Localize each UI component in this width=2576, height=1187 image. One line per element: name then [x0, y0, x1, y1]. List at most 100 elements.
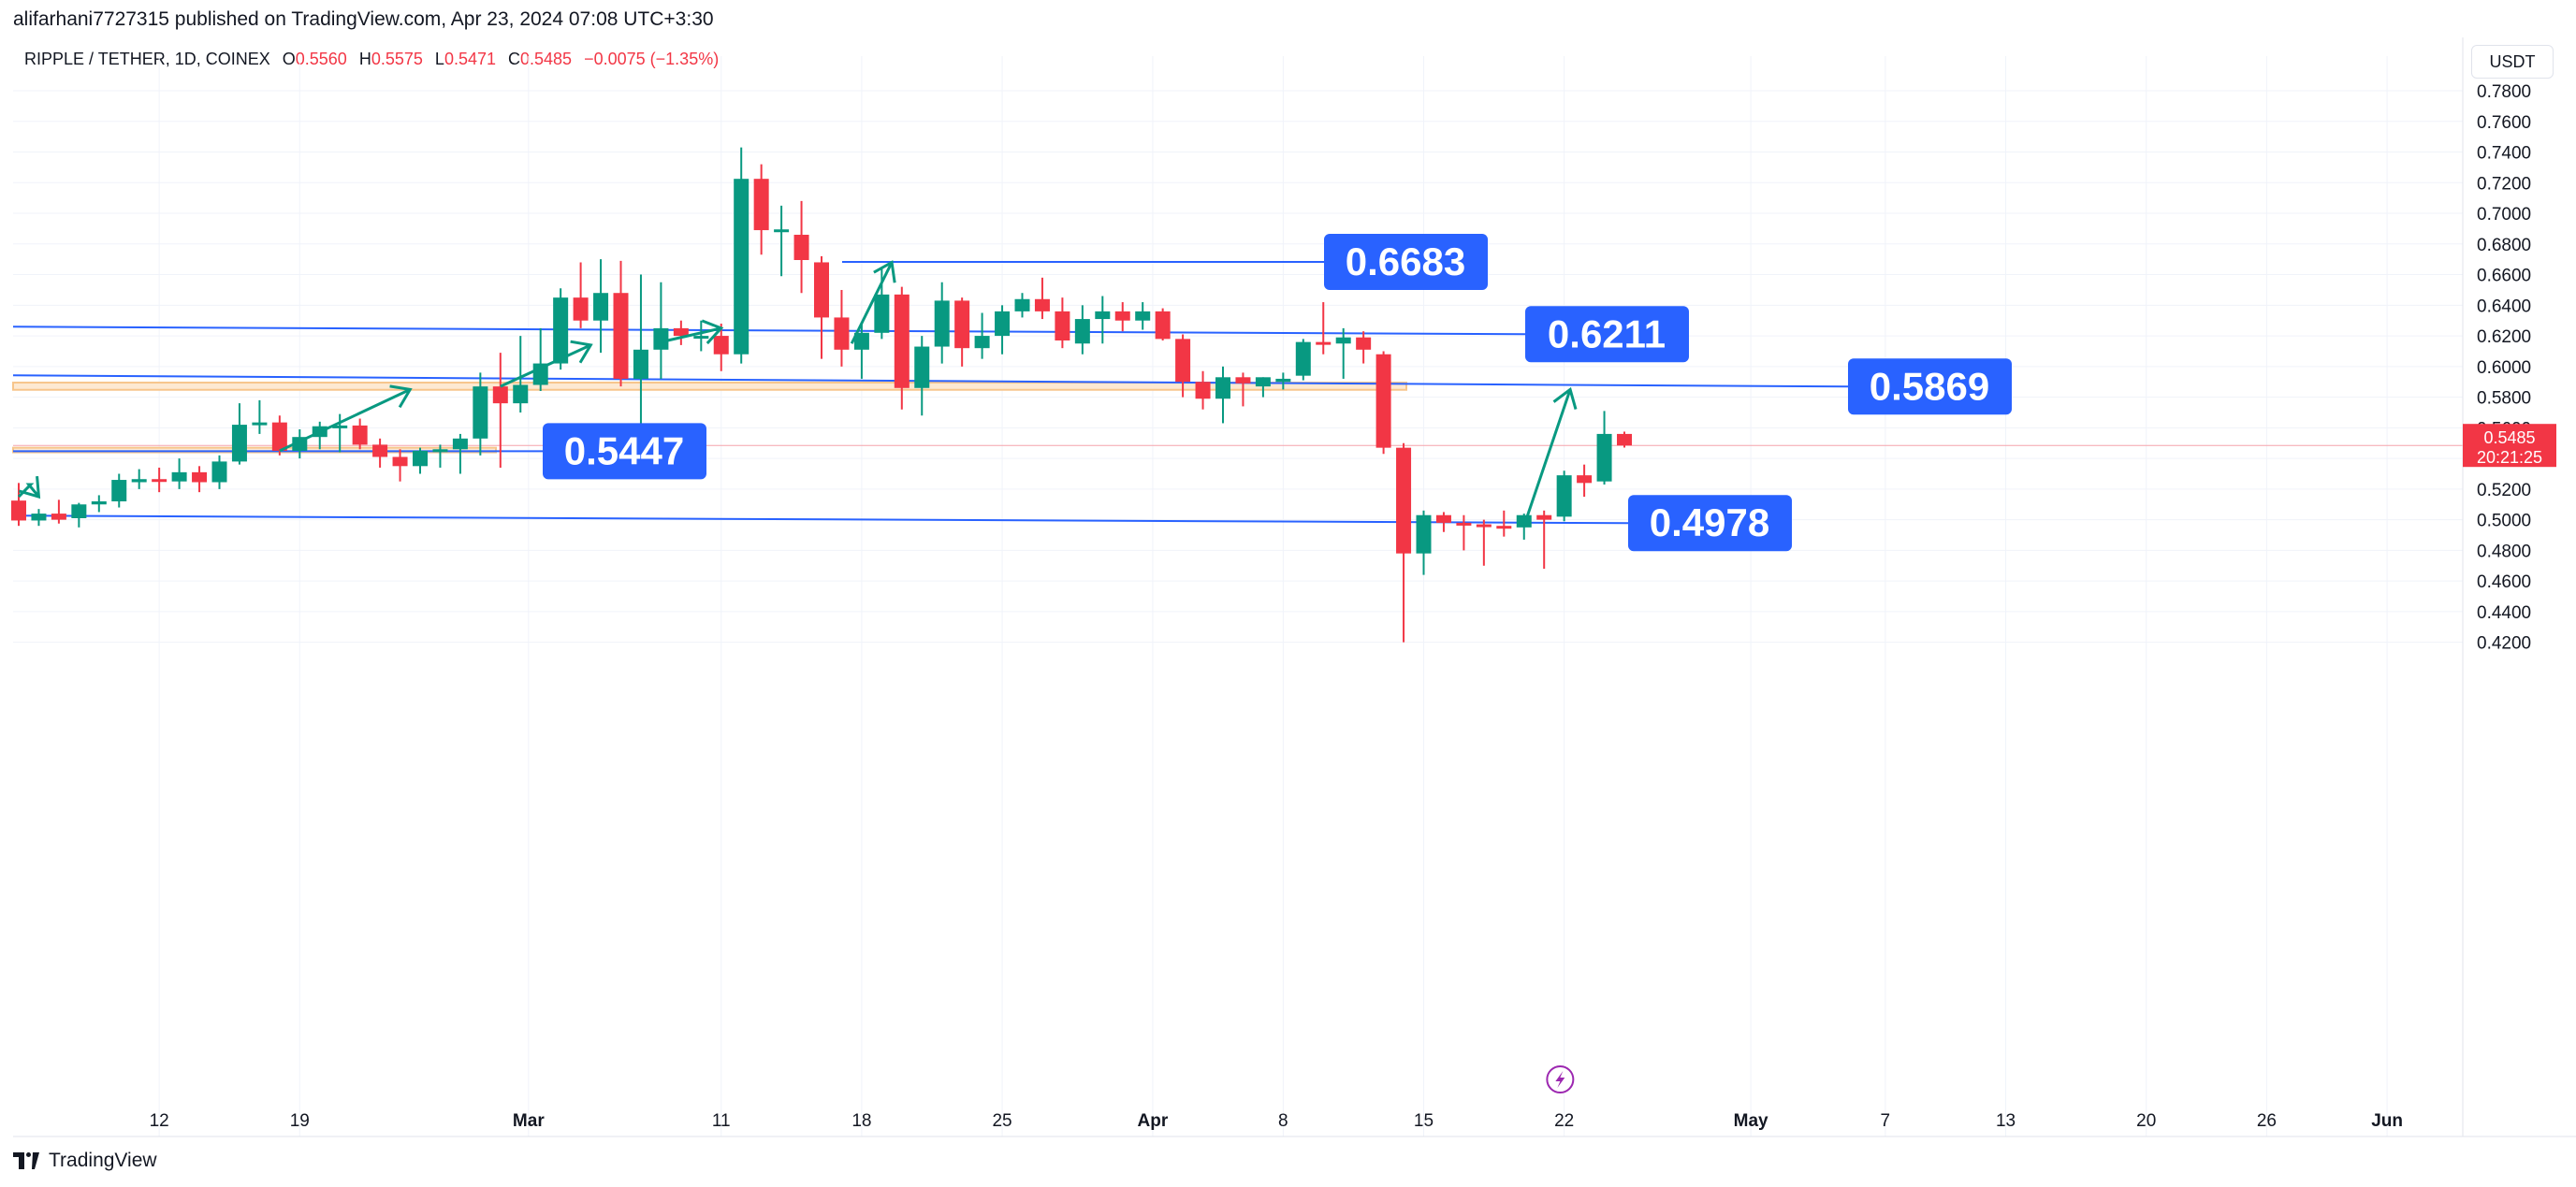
- price-tick-label: 0.4600: [2477, 572, 2531, 592]
- trend-arrow: [850, 261, 894, 344]
- candle-body: [894, 294, 910, 388]
- price-tick-label: 0.7200: [2477, 174, 2531, 194]
- candle-body: [192, 471, 208, 483]
- candle-body: [553, 297, 569, 364]
- trend-arrow: [500, 343, 591, 388]
- candle-body: [152, 479, 167, 483]
- time-tick-label: 15: [1414, 1111, 1434, 1131]
- candle-body: [774, 229, 790, 233]
- candle-body: [1356, 337, 1372, 350]
- candle-body: [1175, 339, 1191, 383]
- candle-body: [1375, 354, 1391, 448]
- candle-body: [492, 386, 508, 404]
- candle-body: [1155, 311, 1171, 340]
- candle-body: [1617, 433, 1632, 446]
- level-label-text: 0.5447: [564, 428, 684, 472]
- candle-body: [613, 293, 629, 379]
- price-tick-label: 0.5800: [2477, 389, 2531, 409]
- candle-body: [1536, 514, 1552, 520]
- level-line: [12, 326, 1526, 336]
- symbol-name[interactable]: RIPPLE / TETHER, 1D, COINEX: [24, 50, 270, 68]
- candle-body: [874, 294, 890, 333]
- candle-body: [954, 300, 970, 349]
- candle-body: [1074, 319, 1090, 344]
- level-label-box: [543, 423, 706, 480]
- time-tick-label: 18: [851, 1111, 871, 1131]
- candle-body: [473, 386, 488, 439]
- currency-button[interactable]: USDT: [2471, 45, 2554, 79]
- price-tick-label: 0.4200: [2477, 634, 2531, 654]
- open-value: 0.5560: [295, 50, 347, 68]
- candle-body: [853, 332, 869, 350]
- level-line: [12, 374, 1849, 388]
- current-price-label: 0.5485: [2483, 428, 2535, 447]
- trend-arrow-head: [389, 384, 413, 409]
- trend-arrow: [1522, 388, 1572, 527]
- price-tick-label: 0.4800: [2477, 542, 2531, 561]
- level-labels: 0.6683 0.6211 0.5869 0.5447 0.4978: [543, 233, 2012, 552]
- change-value: −0.0075 (−1.35%): [584, 50, 720, 68]
- countdown-label: 20:21:25: [2477, 448, 2542, 467]
- trend-arrow: [17, 483, 40, 499]
- low-value: 0.5471: [444, 50, 496, 68]
- level-line: [12, 514, 1629, 525]
- current-price-badge: [2463, 424, 2556, 468]
- candle-body: [252, 422, 268, 426]
- trend-arrow-head: [873, 260, 896, 283]
- low-key: L: [434, 50, 444, 68]
- candle-body: [1014, 298, 1030, 311]
- candle-body: [413, 450, 428, 467]
- candle-body: [1235, 377, 1251, 384]
- candle-body: [573, 297, 589, 321]
- candle-body: [71, 504, 87, 519]
- candle-body: [1416, 514, 1432, 554]
- level-label-text: 0.6683: [1346, 239, 1465, 283]
- candle-body: [834, 317, 850, 350]
- candle-body: [1476, 524, 1492, 528]
- candle-body: [11, 500, 26, 521]
- candle-body: [271, 422, 287, 451]
- level-label-box: [1628, 495, 1792, 552]
- candle-body: [91, 500, 107, 505]
- price-tick-label: 0.6000: [2477, 358, 2531, 378]
- level-lines: [12, 260, 2463, 525]
- candle-body: [593, 293, 609, 321]
- candle-body: [653, 327, 669, 350]
- candle-body: [51, 514, 66, 520]
- time-tick-label: 25: [992, 1111, 1011, 1131]
- price-tick-label: 0.7800: [2477, 82, 2531, 102]
- candle-body: [673, 327, 689, 337]
- high-value: 0.5575: [371, 50, 423, 68]
- level-label-box: [1525, 306, 1689, 363]
- price-tick-label: 0.7000: [2477, 205, 2531, 224]
- level-label-box: [1848, 358, 2012, 415]
- brand-name: TradingView: [49, 1150, 157, 1171]
- candle-body: [1275, 378, 1291, 383]
- candle-body: [934, 300, 950, 347]
- price-tick-label: 0.4400: [2477, 603, 2531, 623]
- publisher-attribution: alifarhani7727315 published on TradingVi…: [13, 8, 714, 30]
- candle-body: [372, 444, 388, 457]
- candle-body: [1577, 475, 1593, 484]
- highlight-zones: [12, 382, 1407, 454]
- symbol-legend: RIPPLE / TETHER, 1D, COINEX O0.5560 H0.5…: [24, 50, 719, 69]
- price-tick-label: 0.5200: [2477, 481, 2531, 500]
- level-label-text: 0.4978: [1650, 500, 1769, 544]
- time-tick-label: Apr: [1138, 1111, 1169, 1131]
- time-tick-label: 20: [2136, 1111, 2156, 1131]
- grid: [13, 56, 2463, 1136]
- time-tick-label: 7: [1881, 1111, 1891, 1131]
- candle-body: [995, 311, 1011, 337]
- price-tick-label: 0.6600: [2477, 267, 2531, 286]
- candle-body: [1596, 433, 1612, 482]
- candle-body: [1114, 311, 1130, 321]
- trend-arrow-head: [701, 319, 724, 345]
- candle-body: [1195, 382, 1211, 399]
- time-axis: 12 19 Mar 11 18 25 Apr 8 15 22 May 7 13 20 26 Jun: [13, 1111, 2576, 1137]
- price-tick-label: 0.6400: [2477, 297, 2531, 316]
- candle-body: [332, 425, 348, 428]
- time-tick-label: 12: [150, 1111, 169, 1131]
- candle-body: [1435, 514, 1451, 523]
